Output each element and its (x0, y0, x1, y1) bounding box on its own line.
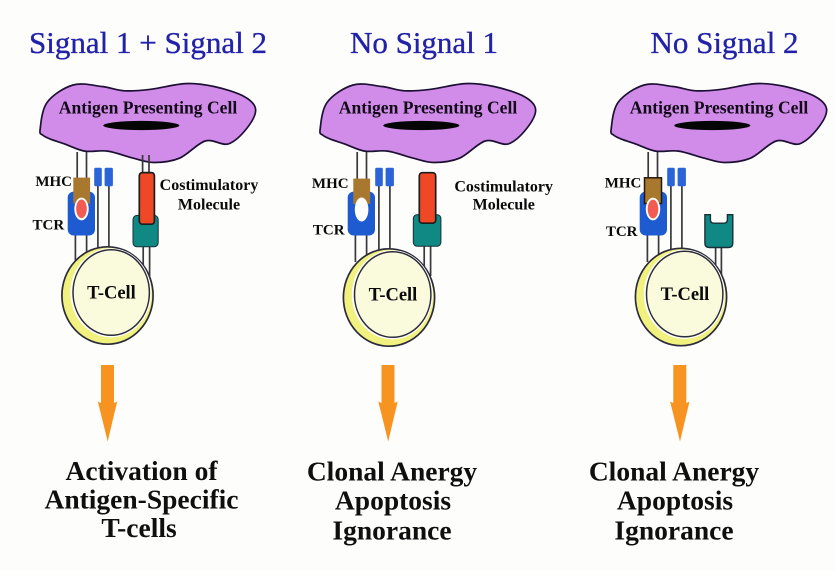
svg-text:Clonal Anergy: Clonal Anergy (589, 455, 760, 486)
svg-text:Costimulatory: Costimulatory (160, 177, 259, 194)
svg-text:T-cells: T-cells (101, 512, 177, 543)
svg-text:Clonal Anergy: Clonal Anergy (307, 455, 478, 486)
svg-text:Ignorance: Ignorance (332, 515, 451, 546)
svg-text:No Signal 2: No Signal 2 (650, 25, 798, 60)
svg-text:Costimulatory: Costimulatory (454, 179, 553, 196)
svg-text:Signal 1 + Signal 2: Signal 1 + Signal 2 (29, 25, 267, 60)
svg-text:TCR: TCR (606, 224, 638, 240)
svg-text:MHC: MHC (605, 175, 642, 191)
svg-text:Molecule: Molecule (178, 196, 240, 213)
svg-text:Apoptosis: Apoptosis (617, 485, 733, 516)
svg-text:Activation of: Activation of (66, 455, 219, 486)
svg-text:TCR: TCR (33, 218, 65, 234)
svg-text:No Signal 1: No Signal 1 (350, 25, 498, 60)
svg-text:Apoptosis: Apoptosis (335, 485, 451, 516)
svg-text:TCR: TCR (313, 223, 345, 239)
svg-text:Antigen-Specific: Antigen-Specific (44, 484, 238, 515)
svg-text:MHC: MHC (35, 174, 72, 190)
svg-text:Molecule: Molecule (473, 196, 535, 213)
svg-text:Ignorance: Ignorance (614, 515, 733, 546)
svg-text:MHC: MHC (312, 176, 349, 192)
